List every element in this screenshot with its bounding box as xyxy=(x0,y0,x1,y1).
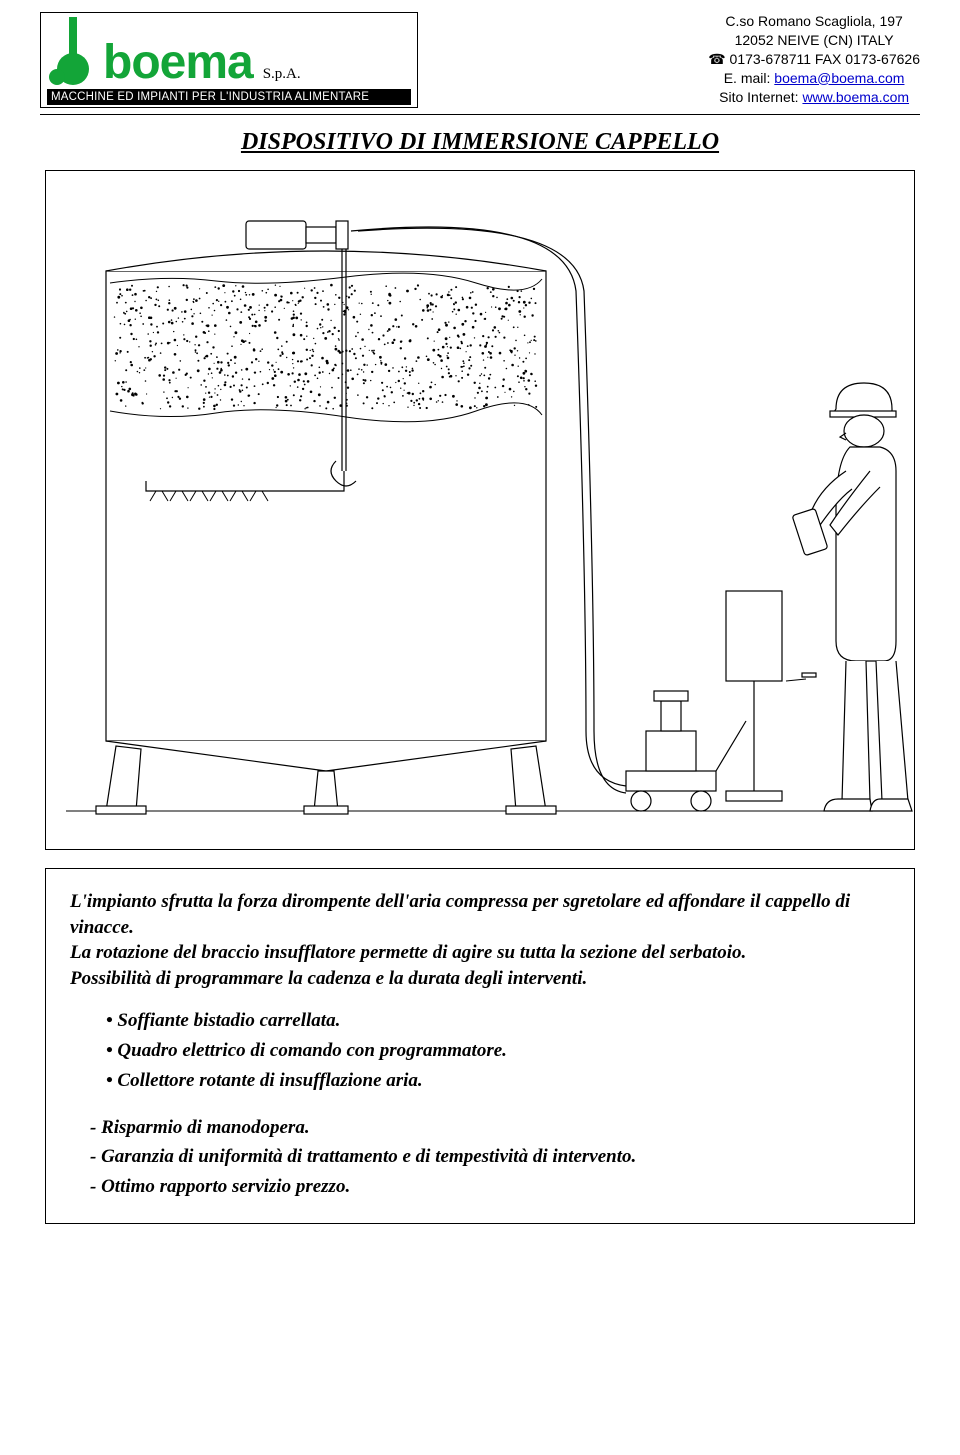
logo-suffix: S.p.A. xyxy=(263,66,301,83)
diagram-svg xyxy=(46,171,916,851)
bullet-3: Collettore rotante di insufflazione aria… xyxy=(106,1066,890,1096)
header: boema S.p.A. MACCHINE ED IMPIANTI PER L'… xyxy=(40,12,920,108)
dash-2: - Garanzia di uniformità di trattamento … xyxy=(90,1142,890,1171)
page-title: DISPOSITIVO DI IMMERSIONE CAPPELLO xyxy=(40,129,920,156)
contact-address-2: 12052 NEIVE (CN) ITALY xyxy=(708,31,920,50)
dash-list: - Risparmio di manodopera. - Garanzia di… xyxy=(90,1113,890,1201)
contact-email-label: E. mail: xyxy=(724,70,775,86)
logo-icon xyxy=(47,17,99,87)
divider xyxy=(40,114,920,115)
dash-1: - Risparmio di manodopera. xyxy=(90,1113,890,1142)
control-panel xyxy=(726,591,816,801)
contact-email-link[interactable]: boema@boema.com xyxy=(774,70,904,86)
contact-email-row: E. mail: boema@boema.com xyxy=(708,69,920,88)
bullet-1: Soffiante bistadio carrellata. xyxy=(106,1006,890,1036)
dash-3: - Ottimo rapporto servizio prezzo. xyxy=(90,1172,890,1201)
page: boema S.p.A. MACCHINE ED IMPIANTI PER L'… xyxy=(0,0,960,1254)
diagram xyxy=(45,170,915,850)
contact-block: C.so Romano Scagliola, 197 12052 NEIVE (… xyxy=(708,12,920,106)
cap-band xyxy=(110,273,542,422)
bullet-list: Soffiante bistadio carrellata. Quadro el… xyxy=(106,1006,890,1097)
contact-phone: ☎ 0173-678711 FAX 0173-67626 xyxy=(708,50,920,69)
bullet-2: Quadro elettrico di comando con programm… xyxy=(106,1036,890,1066)
logo-tagline: MACCHINE ED IMPIANTI PER L'INDUSTRIA ALI… xyxy=(47,89,411,105)
operator xyxy=(792,383,912,811)
logo-row: boema S.p.A. xyxy=(47,17,411,87)
contact-site-label: Sito Internet: xyxy=(719,89,802,105)
contact-address-1: C.so Romano Scagliola, 197 xyxy=(708,12,920,31)
text-box: L'impianto sfrutta la forza dirompente d… xyxy=(45,868,915,1224)
intro-text: L'impianto sfrutta la forza dirompente d… xyxy=(70,889,890,992)
contact-site-row: Sito Internet: www.boema.com xyxy=(708,88,920,107)
contact-site-link[interactable]: www.boema.com xyxy=(802,89,909,105)
logo-brand: boema xyxy=(103,39,253,87)
logo-block: boema S.p.A. MACCHINE ED IMPIANTI PER L'… xyxy=(40,12,418,108)
